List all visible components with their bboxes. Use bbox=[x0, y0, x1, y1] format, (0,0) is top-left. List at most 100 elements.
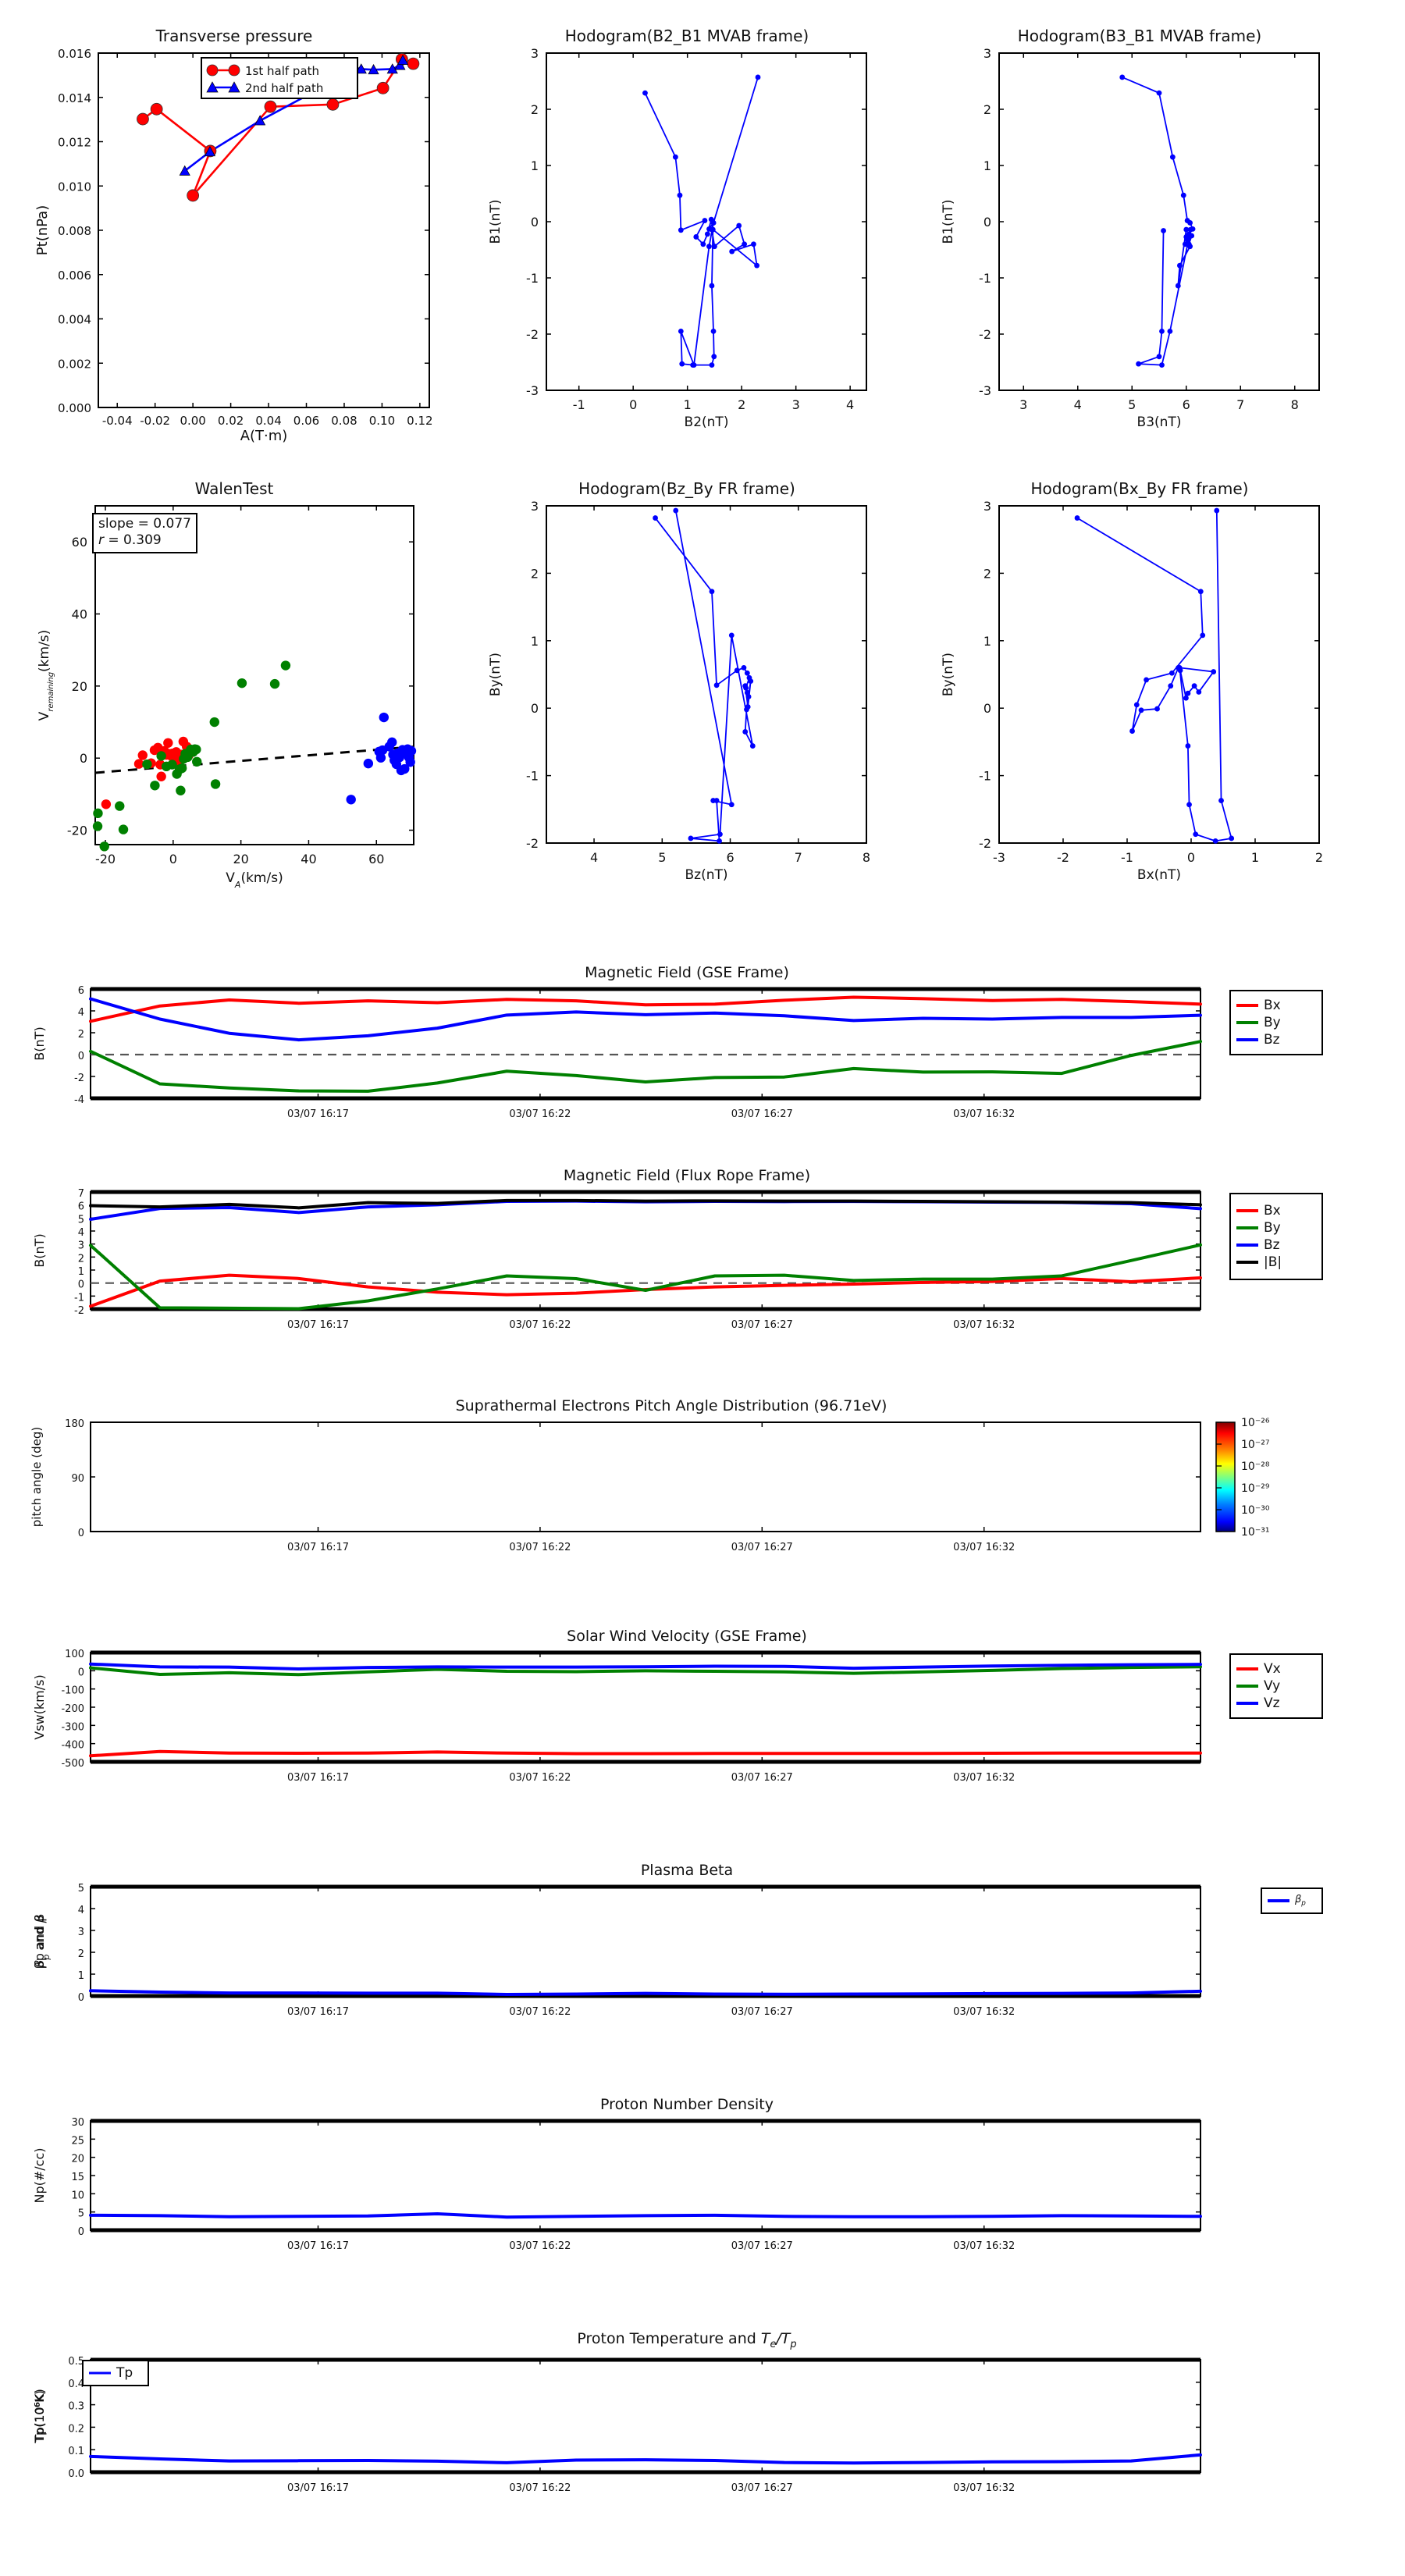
walen-fit-annotation: slope = 0.077 r = 0.309 bbox=[92, 513, 197, 553]
x-tick-label: 3 bbox=[792, 397, 800, 412]
axes: 03/07 16:17 03/07 16:22 03/07 16:27 03/07 1… bbox=[74, 1188, 1202, 1331]
y-tick-label: -3 bbox=[526, 383, 539, 398]
x-tick-label: 3 bbox=[1019, 397, 1027, 412]
y-tick-label: 2 bbox=[531, 566, 539, 581]
y-tick-label: 6 bbox=[78, 1201, 84, 1213]
legend-item-bmag[interactable]: |B| bbox=[1231, 1254, 1321, 1271]
hodogram-line bbox=[644, 76, 759, 366]
panel-title: Transverse pressure bbox=[155, 27, 313, 45]
y-tick-label: 0 bbox=[984, 215, 991, 229]
x-tick-label: -0.02 bbox=[140, 414, 170, 428]
x-tick-label: 03/07 16:22 bbox=[509, 1772, 571, 1784]
walen-slope-text: slope = 0.077 bbox=[98, 516, 191, 532]
legend-item-betap[interactable]: βp bbox=[1262, 1893, 1321, 1909]
legend-item-tp[interactable]: Tp bbox=[84, 2364, 148, 2382]
legend-label: Bx bbox=[1264, 1203, 1281, 1219]
legend-item-vz[interactable]: Vz bbox=[1231, 1695, 1321, 1712]
panel-title: WalenTest bbox=[194, 479, 274, 498]
y-tick-label: -1 bbox=[74, 1292, 84, 1304]
y-tick-label: 1 bbox=[531, 158, 539, 173]
axes: 03/07 16:17 03/07 16:22 03/07 16:27 03/07 1… bbox=[65, 1418, 1201, 1553]
legend-item-bz[interactable]: Bz bbox=[1231, 1031, 1321, 1048]
x-tick-label: 0.08 bbox=[331, 414, 357, 428]
legend-item-bx[interactable]: Bx bbox=[1231, 997, 1321, 1014]
legend-item-by[interactable]: By bbox=[1231, 1014, 1321, 1031]
x-tick-label: 7 bbox=[1236, 397, 1244, 412]
y-tick-label: 0 bbox=[80, 751, 87, 766]
colorbar-tick-label: 10⁻²⁸ bbox=[1241, 1461, 1270, 1473]
walen-r-text: r = 0.309 bbox=[98, 532, 162, 549]
legend-beta[interactable]: βp bbox=[1261, 1888, 1323, 1914]
legend-item-by[interactable]: By bbox=[1231, 1219, 1321, 1236]
legend-label: βp bbox=[1295, 1894, 1306, 1908]
y-axis-label: βp and β bbox=[32, 1915, 52, 1969]
legend-transverse-pressure[interactable]: 1st half path 2nd half path bbox=[201, 57, 358, 99]
x-tick-label: 03/07 16:22 bbox=[509, 2482, 571, 2494]
x-tick-label: 03/07 16:27 bbox=[731, 1542, 793, 1553]
y-tick-label: 0.3 bbox=[68, 2401, 84, 2413]
y-tick-label: 3 bbox=[78, 1240, 84, 1252]
legend-item-bz[interactable]: Bz bbox=[1231, 1236, 1321, 1254]
series-Bz bbox=[89, 997, 1202, 1042]
x-tick-label: 4 bbox=[846, 397, 854, 412]
y-tick-label: -2 bbox=[526, 836, 539, 851]
legend-vsw[interactable]: Vx Vy Vz bbox=[1229, 1653, 1323, 1719]
y-tick-label: 0.002 bbox=[58, 357, 91, 371]
legend-item-bx[interactable]: Bx bbox=[1231, 1202, 1321, 1219]
y-tick-label: 0.008 bbox=[58, 224, 91, 238]
x-tick-label: 03/07 16:17 bbox=[287, 1108, 349, 1120]
y-axis-label: βp and β bbox=[32, 1914, 47, 1969]
y-tick-label: 3 bbox=[984, 499, 991, 514]
scatter-blue-group bbox=[346, 712, 417, 805]
legend-item-vx[interactable]: Vx bbox=[1231, 1660, 1321, 1678]
legend-bfr[interactable]: Bx By Bz |B| bbox=[1229, 1193, 1323, 1280]
y-axis-label: B(nT) bbox=[32, 1026, 47, 1060]
y-tick-label: 4 bbox=[78, 1007, 84, 1019]
y-tick-label: 0 bbox=[78, 1279, 84, 1291]
x-tick-label: 60 bbox=[368, 852, 384, 866]
y-tick-label: 0.1 bbox=[68, 2446, 84, 2457]
x-tick-label: 6 bbox=[1183, 397, 1190, 412]
x-axis-label: Bz(nT) bbox=[685, 867, 727, 883]
legend-label: Bx bbox=[1264, 998, 1281, 1013]
x-tick-label: 03/07 16:22 bbox=[509, 2006, 571, 2018]
x-tick-label: 03/07 16:17 bbox=[287, 2482, 349, 2494]
x-tick-label: 03/07 16:17 bbox=[287, 1319, 349, 1331]
x-axis-label: B3(nT) bbox=[1137, 415, 1182, 430]
y-tick-label: 0.0 bbox=[68, 2468, 84, 2480]
axes: -0.04 -0.02 0.00 0.02 0.04 0.06 0.08 0.10 0.12 0.… bbox=[58, 47, 433, 428]
legend-tp[interactable]: Tp bbox=[82, 2360, 149, 2386]
axes: 03/07 16:17 03/07 16:22 03/07 16:27 03/07 1… bbox=[61, 1649, 1202, 1784]
y-tick-label: 0.016 bbox=[58, 47, 91, 61]
y-tick-label: 1 bbox=[78, 1970, 84, 1982]
axes: 4 5 6 7 8 -2 -1 0 1 2 3 bbox=[526, 499, 870, 865]
legend-bgse[interactable]: Bx By Bz bbox=[1229, 990, 1323, 1055]
panel-hodogram-bz-by: Hodogram(Bz_By FR frame) 4 5 6 7 8 -2 -1 0 1 2 3 Bz… bbox=[476, 476, 898, 913]
panel-hodogram-bx-by: Hodogram(Bx_By FR frame) -3 -2 -1 0 1 2 -2 -1 0 1… bbox=[929, 476, 1350, 913]
series-By bbox=[89, 1243, 1202, 1311]
panel-title: Plasma Beta bbox=[640, 1862, 734, 1879]
y-tick-label: 25 bbox=[71, 2135, 84, 2147]
legend-label: By bbox=[1264, 1220, 1281, 1236]
legend-label: Vy bbox=[1264, 1678, 1281, 1694]
y-axis-label: Vsw(km/s) bbox=[32, 1674, 47, 1739]
panel-title: Hodogram(Bz_By FR frame) bbox=[578, 479, 795, 498]
x-tick-label: 5 bbox=[658, 850, 666, 865]
y-tick-label: 0.006 bbox=[58, 269, 91, 283]
y-tick-label: 2 bbox=[531, 102, 539, 117]
y-tick-label: -100 bbox=[61, 1685, 84, 1697]
legend-item-vy[interactable]: Vy bbox=[1231, 1678, 1321, 1695]
series-|B| bbox=[89, 1198, 1202, 1210]
x-tick-label: -3 bbox=[993, 850, 1005, 865]
x-tick-label: 03/07 16:17 bbox=[287, 1772, 349, 1784]
panel-pitch-angle-distribution: Suprathermal Electrons Pitch Angle Distr… bbox=[23, 1397, 1382, 1577]
x-tick-label: 1 bbox=[684, 397, 692, 412]
x-tick-label: 4 bbox=[1074, 397, 1082, 412]
panel-title: Hodogram(B2_B1 MVAB frame) bbox=[564, 27, 809, 45]
y-tick-label: 0.5 bbox=[68, 2356, 84, 2368]
x-tick-label: 0 bbox=[629, 397, 637, 412]
legend-label: By bbox=[1264, 1015, 1281, 1030]
series-Tp bbox=[89, 2453, 1202, 2465]
y-tick-label: 0 bbox=[78, 1992, 84, 2004]
